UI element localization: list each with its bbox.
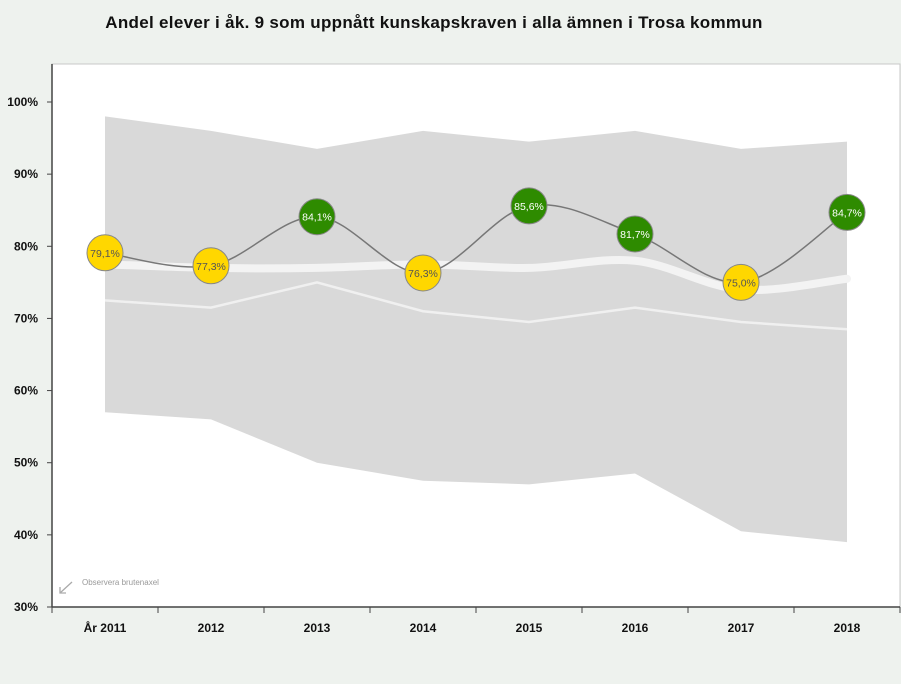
broken-axis-annotation: Observera brutenaxel: [82, 578, 159, 587]
y-tick-label: 90%: [14, 167, 38, 181]
y-tick-label: 30%: [14, 600, 38, 614]
axis-layer: 30% 40% 50% 60% 70% 80% 90% 100% År 2011 2012 2013…: [7, 64, 901, 635]
y-tick-label: 80%: [14, 239, 38, 253]
data-point-marker: [616, 215, 654, 253]
arrow-head-icon: [59, 587, 66, 594]
data-point-marker: [86, 234, 124, 272]
y-tick-label: 60%: [14, 384, 38, 398]
y-tick-label: 40%: [14, 528, 38, 542]
data-label: 85,6%: [514, 201, 544, 213]
x-tick-label: 2014: [410, 621, 437, 635]
data-label: 77,3%: [196, 261, 226, 273]
data-point-marker: [722, 263, 760, 301]
data-label: 79,1%: [90, 248, 120, 260]
x-tick-label: 2015: [516, 621, 543, 635]
x-tick-label: 2018: [834, 621, 861, 635]
chart-title: Andel elever i åk. 9 som uppnått kunskap…: [105, 13, 762, 32]
data-point-marker: [192, 247, 230, 285]
x-tick-label: 2017: [728, 621, 755, 635]
x-tick-label: År 2011: [84, 620, 127, 635]
series-line-average: [104, 281, 848, 331]
data-label: 84,7%: [832, 207, 862, 219]
broken-axis-note: Observera brutenaxel: [59, 578, 159, 594]
x-tick-label: 2016: [622, 621, 649, 635]
data-label: 84,1%: [302, 212, 332, 224]
y-tick-label: 100%: [7, 95, 38, 109]
data-label: 81,7%: [620, 229, 650, 241]
markers-layer: 79,1% 77,3% 84,1% 76,3% 85,6% 81,7% 75,0% 84,7%: [86, 187, 866, 301]
data-point-marker: [298, 198, 336, 236]
data-point-marker: [404, 254, 442, 292]
data-point-marker: [828, 193, 866, 231]
data-label: 75,0%: [726, 277, 756, 289]
arrow-icon: [59, 581, 73, 594]
y-tick-label: 50%: [14, 456, 38, 470]
x-tick-label: 2013: [304, 621, 331, 635]
data-point-marker: [510, 187, 548, 225]
y-tick-label: 70%: [14, 311, 38, 325]
x-tick-label: 2012: [198, 621, 225, 635]
data-label: 76,3%: [408, 268, 438, 280]
